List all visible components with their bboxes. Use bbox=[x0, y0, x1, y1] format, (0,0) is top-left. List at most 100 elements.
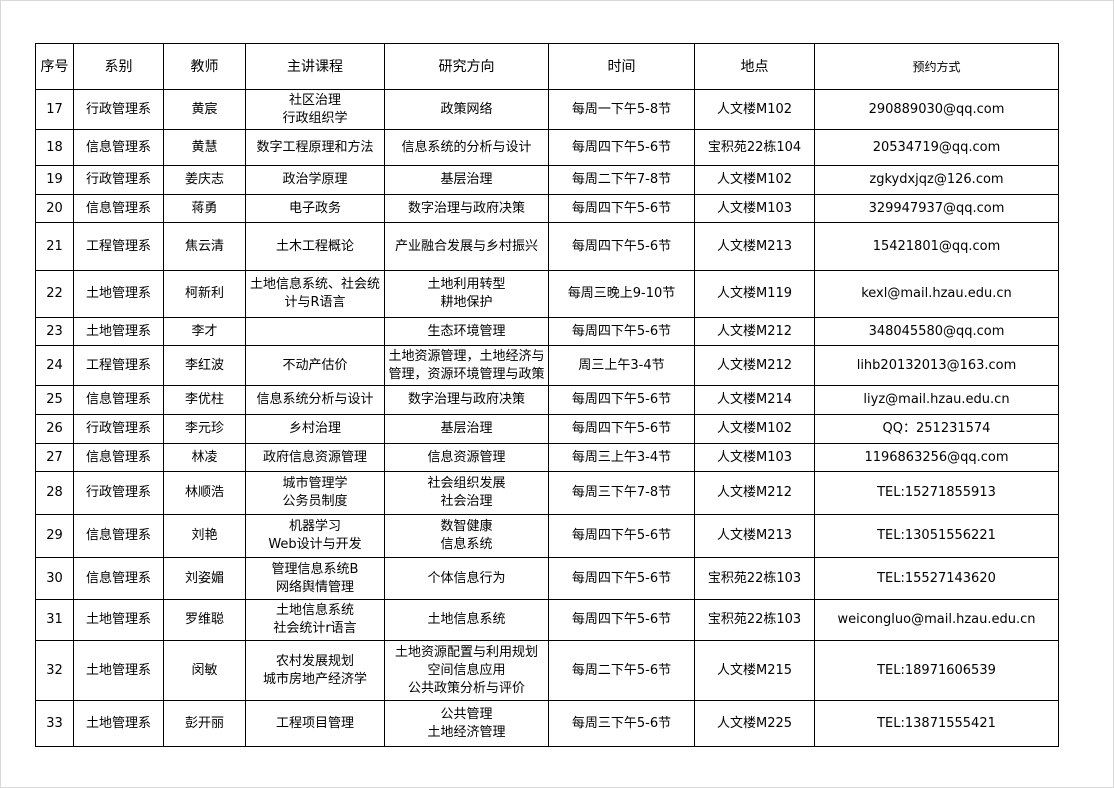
table-row: 29 信息管理系 刘艳 机器学习 Web设计与开发 数智健康 信息系统 每周四下午5-6节… bbox=[35, 514, 1059, 558]
time-cell: 每周四下午5-6节 bbox=[548, 317, 695, 346]
department-cell: 信息管理系 bbox=[73, 194, 164, 223]
table-row: 24 工程管理系 李红波 不动产估价 土地资源管理，土地经济与 管理，资源环境管理与政策… bbox=[35, 345, 1059, 386]
teacher-cell: 柯新利 bbox=[163, 270, 246, 318]
course-cell: 信息系统分析与设计 bbox=[245, 385, 385, 415]
teacher-cell: 李元珍 bbox=[163, 414, 246, 444]
department-cell: 信息管理系 bbox=[73, 557, 164, 600]
header-row: 序号 系别 教师 主讲课程 研究方向 时间 地点 预约方式 bbox=[35, 43, 1059, 90]
row-number-cell: 32 bbox=[35, 640, 74, 701]
contact-cell: 1196863256@qq.com bbox=[814, 443, 1059, 472]
time-cell: 每周三上午3-4节 bbox=[548, 443, 695, 472]
teacher-cell: 闵敏 bbox=[163, 640, 246, 701]
teacher-cell: 李红波 bbox=[163, 345, 246, 386]
time-cell: 周三上午3-4节 bbox=[548, 345, 695, 386]
table-row: 17 行政管理系 黄宸 社区治理 行政组织学 政策网络 每周一下午5-8节 人文楼M102 2… bbox=[35, 89, 1059, 130]
department-cell: 工程管理系 bbox=[73, 222, 164, 271]
research-area-cell: 土地信息系统 bbox=[384, 599, 549, 641]
location-cell: 宝积苑22栋103 bbox=[694, 599, 815, 641]
row-number-cell: 17 bbox=[35, 89, 74, 130]
row-number-cell: 25 bbox=[35, 385, 74, 415]
row-number-cell: 18 bbox=[35, 129, 74, 166]
contact-cell: zgkydxjqz@126.com bbox=[814, 165, 1059, 195]
location-cell: 人文楼M212 bbox=[694, 317, 815, 346]
time-cell: 每周二下午7-8节 bbox=[548, 165, 695, 195]
table-row: 22 土地管理系 柯新利 土地信息系统、社会统 计与R语言 土地利用转型 耕地保护 每周三… bbox=[35, 270, 1059, 318]
location-cell: 人文楼M102 bbox=[694, 414, 815, 444]
location-cell: 宝积苑22栋104 bbox=[694, 129, 815, 166]
teacher-cell: 蒋勇 bbox=[163, 194, 246, 223]
department-cell: 土地管理系 bbox=[73, 640, 164, 701]
research-area-cell: 社会组织发展 社会治理 bbox=[384, 471, 549, 515]
teacher-cell: 黄宸 bbox=[163, 89, 246, 130]
research-area-cell: 数智健康 信息系统 bbox=[384, 514, 549, 558]
location-cell: 人文楼M225 bbox=[694, 700, 815, 747]
header-cell: 序号 bbox=[35, 43, 74, 90]
table-row: 20 信息管理系 蒋勇 电子政务 数字治理与政府决策 每周四下午5-6节 人文楼M103 32… bbox=[35, 194, 1059, 223]
header-cell: 地点 bbox=[694, 43, 815, 90]
course-cell: 土地信息系统、社会统 计与R语言 bbox=[245, 270, 385, 318]
location-cell: 人文楼M103 bbox=[694, 194, 815, 223]
time-cell: 每周三晚上9-10节 bbox=[548, 270, 695, 318]
course-cell: 土地信息系统 社会统计r语言 bbox=[245, 599, 385, 641]
research-area-cell: 生态环境管理 bbox=[384, 317, 549, 346]
department-cell: 信息管理系 bbox=[73, 385, 164, 415]
location-cell: 人文楼M212 bbox=[694, 345, 815, 386]
contact-cell: TEL:13871555421 bbox=[814, 700, 1059, 747]
table-row: 21 工程管理系 焦云清 土木工程概论 产业融合发展与乡村振兴 每周四下午5-6节 人文楼M… bbox=[35, 222, 1059, 271]
department-cell: 行政管理系 bbox=[73, 414, 164, 444]
research-area-cell: 土地资源配置与利用规划 空间信息应用 公共政策分析与评价 bbox=[384, 640, 549, 701]
course-cell: 电子政务 bbox=[245, 194, 385, 223]
row-number-cell: 28 bbox=[35, 471, 74, 515]
contact-cell: weicongluo@mail.hzau.edu.cn bbox=[814, 599, 1059, 641]
contact-cell: TEL:13051556221 bbox=[814, 514, 1059, 558]
contact-cell: kexl@mail.hzau.edu.cn bbox=[814, 270, 1059, 318]
table-row: 19 行政管理系 姜庆志 政治学原理 基层治理 每周二下午7-8节 人文楼M102 zgkyd… bbox=[35, 165, 1059, 195]
course-cell: 农村发展规划 城市房地产经济学 bbox=[245, 640, 385, 701]
location-cell: 人文楼M119 bbox=[694, 270, 815, 318]
header-cell: 系别 bbox=[73, 43, 164, 90]
contact-cell: TEL:15271855913 bbox=[814, 471, 1059, 515]
time-cell: 每周四下午5-6节 bbox=[548, 557, 695, 600]
department-cell: 行政管理系 bbox=[73, 89, 164, 130]
header-cell: 预约方式 bbox=[814, 43, 1059, 90]
row-number-cell: 33 bbox=[35, 700, 74, 747]
contact-cell: TEL:18971606539 bbox=[814, 640, 1059, 701]
row-number-cell: 26 bbox=[35, 414, 74, 444]
location-cell: 人文楼M213 bbox=[694, 514, 815, 558]
time-cell: 每周四下午5-6节 bbox=[548, 385, 695, 415]
row-number-cell: 31 bbox=[35, 599, 74, 641]
teacher-cell: 黄慧 bbox=[163, 129, 246, 166]
location-cell: 宝积苑22栋103 bbox=[694, 557, 815, 600]
row-number-cell: 30 bbox=[35, 557, 74, 600]
location-cell: 人文楼M212 bbox=[694, 471, 815, 515]
department-cell: 工程管理系 bbox=[73, 345, 164, 386]
teacher-cell: 林顺浩 bbox=[163, 471, 246, 515]
teacher-cell: 李才 bbox=[163, 317, 246, 346]
course-cell: 政治学原理 bbox=[245, 165, 385, 195]
course-cell: 社区治理 行政组织学 bbox=[245, 89, 385, 130]
contact-cell: lihb20132013@163.com bbox=[814, 345, 1059, 386]
time-cell: 每周三下午5-6节 bbox=[548, 700, 695, 747]
table-row: 32 土地管理系 闵敏 农村发展规划 城市房地产经济学 土地资源配置与利用规划 空间信息… bbox=[35, 640, 1059, 701]
table-row: 33 土地管理系 彭开丽 工程项目管理 公共管理 土地经济管理 每周三下午5-6节 人文楼M… bbox=[35, 700, 1059, 747]
table-row: 28 行政管理系 林顺浩 城市管理学 公务员制度 社会组织发展 社会治理 每周三下午7-8… bbox=[35, 471, 1059, 515]
department-cell: 土地管理系 bbox=[73, 270, 164, 318]
time-cell: 每周四下午5-6节 bbox=[548, 222, 695, 271]
table-row: 18 信息管理系 黄慧 数字工程原理和方法 信息系统的分析与设计 每周四下午5-6节 宝积苑… bbox=[35, 129, 1059, 166]
header-cell: 研究方向 bbox=[384, 43, 549, 90]
teacher-cell: 罗维聪 bbox=[163, 599, 246, 641]
teacher-cell: 刘艳 bbox=[163, 514, 246, 558]
research-area-cell: 信息系统的分析与设计 bbox=[384, 129, 549, 166]
contact-cell: 290889030@qq.com bbox=[814, 89, 1059, 130]
course-cell: 机器学习 Web设计与开发 bbox=[245, 514, 385, 558]
table-row: 27 信息管理系 林凌 政府信息资源管理 信息资源管理 每周三上午3-4节 人文楼M103 1… bbox=[35, 443, 1059, 472]
header-cell: 教师 bbox=[163, 43, 246, 90]
time-cell: 每周四下午5-6节 bbox=[548, 414, 695, 444]
research-area-cell: 数字治理与政府决策 bbox=[384, 194, 549, 223]
contact-cell: 329947937@qq.com bbox=[814, 194, 1059, 223]
contact-cell: 348045580@qq.com bbox=[814, 317, 1059, 346]
contact-cell: 20534719@qq.com bbox=[814, 129, 1059, 166]
research-area-cell: 基层治理 bbox=[384, 165, 549, 195]
row-number-cell: 21 bbox=[35, 222, 74, 271]
